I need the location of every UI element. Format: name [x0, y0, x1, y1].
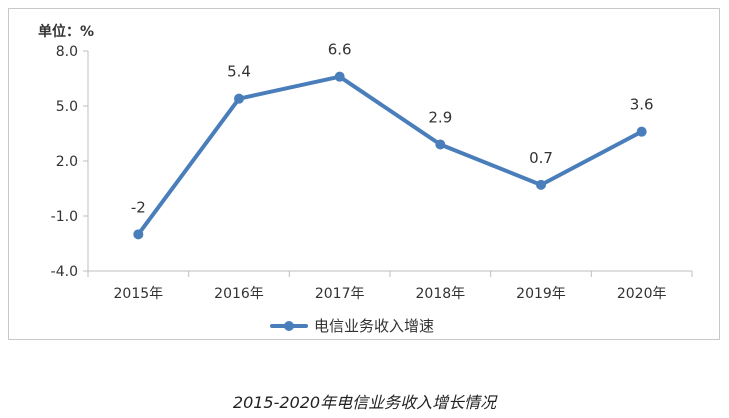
data-label: 5.4	[227, 63, 251, 81]
axes	[87, 51, 693, 277]
data-point	[334, 71, 345, 82]
series-layer: -2 5.4 6.6 2.9 0.7 3.6	[131, 41, 654, 240]
x-tick-label: 2019年	[516, 286, 566, 302]
data-label: -2	[131, 198, 146, 216]
data-point	[636, 126, 647, 137]
x-tick-label: 2018年	[416, 286, 466, 302]
x-tick-labels: 2015年 2016年 2017年 2018年 2019年 2020年	[114, 286, 667, 302]
y-tick-label: -1.0	[51, 209, 78, 225]
legend-label: 电信业务收入增速	[314, 317, 434, 335]
unit-label: 单位：%	[38, 23, 94, 40]
x-tick-label: 2020年	[617, 286, 667, 302]
y-tick-label: -4.0	[51, 264, 78, 280]
y-tick-label: 2.0	[56, 154, 78, 170]
legend-swatch-marker	[284, 321, 294, 331]
y-tick-label: 8.0	[56, 44, 78, 60]
x-tick-label: 2017年	[315, 286, 365, 302]
line-chart: 单位：% -4.0-1.02.05.08.0 2015年 2016年 2017年 20…	[38, 23, 693, 335]
y-tick-labels: -4.0 -1.0 2.0 5.0 8.0	[51, 44, 88, 280]
chart-caption: 2015-2020年电信业务收入增长情况	[232, 393, 497, 412]
data-point	[133, 229, 144, 240]
series-line	[136, 74, 644, 237]
x-tick-label: 2016年	[214, 286, 264, 302]
y-tick-label: 5.0	[56, 99, 78, 115]
data-label: 3.6	[630, 96, 654, 114]
data-point	[435, 139, 446, 150]
data-label: 2.9	[428, 109, 452, 127]
data-label: 0.7	[529, 149, 553, 167]
legend: 电信业务收入增速	[270, 317, 434, 335]
data-point	[234, 93, 244, 104]
data-label: 6.6	[328, 41, 352, 59]
x-tick-label: 2015年	[114, 286, 164, 302]
data-point	[536, 179, 546, 190]
chart-frame	[8, 8, 720, 340]
